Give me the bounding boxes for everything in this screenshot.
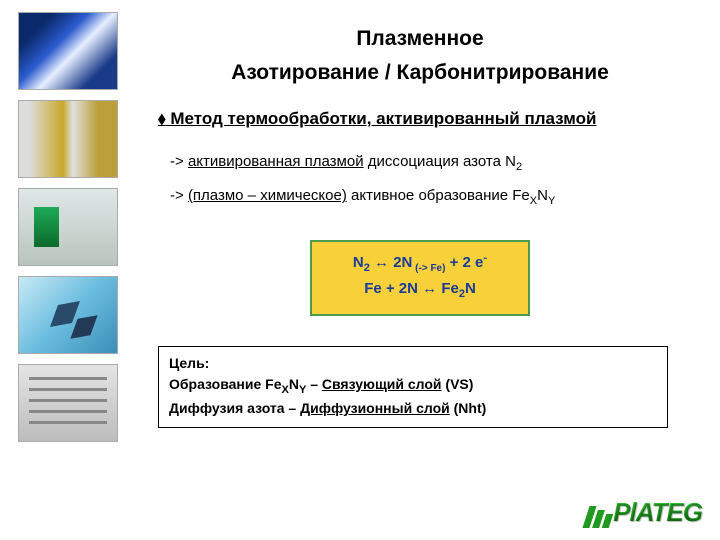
f2-b: N [465,280,476,297]
bullet1-sub: 2 [516,161,522,173]
thumb-cutting-tools [18,100,118,178]
g1-c: (VS) [442,376,474,392]
g1-u: Связующий слой [322,376,442,392]
bullet2-rest: активное образование Fe [347,187,530,204]
logo-bars-icon [586,506,611,528]
method-heading-text: Метод термообработки, активированный пла… [166,109,597,128]
bullet-list: -> активированная плазмой диссоциация аз… [170,145,708,213]
g1-b: – [306,376,322,392]
bullet-2: -> (плазмо – химическое) активное образо… [170,179,708,213]
slide-title: Плазменное Азотирование / Карбонитрирова… [132,22,708,89]
bullet1-underlined: активированная плазмой [188,153,364,170]
bullet2-arrow: -> [170,187,184,204]
f1-sup: - [483,252,487,264]
bullet2-suby: Y [548,195,555,207]
g2-b: (Nht) [450,400,487,416]
bullet1-rest: диссоциация азота N [364,153,516,170]
goal-box: Цель: Образование FeXNY – Связующий слой… [158,346,668,428]
main-content: Плазменное Азотирование / Карбонитрирова… [132,0,708,540]
logo-text: PlATEG [613,497,702,528]
thumbnail-sidebar [18,12,118,442]
formula-line2: Fe + 2N ↔ Fe2N [324,277,516,304]
g2-u: Диффузионный слой [300,400,450,416]
goal-line2: Диффузия азота – Диффузионный слой (Nht) [169,398,657,419]
plateg-logo: PlATEG [586,497,702,528]
goal-line1: Образование FeXNY – Связующий слой (VS) [169,374,657,398]
thumb-plasma-gears [18,12,118,90]
f1-b: ↔ 2N [370,254,413,271]
title-line2: Азотирование / Карбонитрирование [132,56,708,90]
g1-a: Образование Fe [169,376,282,392]
goal-label: Цель: [169,353,657,374]
title-line1: Плазменное [132,22,708,56]
bullet-1: -> активированная плазмой диссоциация аз… [170,145,708,179]
g1-n: N [289,376,299,392]
bullet1-arrow: -> [170,153,184,170]
method-heading: ⬧ Метод термообработки, активированный п… [158,109,708,129]
thumb-chips [18,276,118,354]
f1-a: N [353,254,364,271]
g2-a: Диффузия азота – [169,400,300,416]
g1-subx: X [282,384,289,396]
thumb-racks [18,364,118,442]
f2-a: Fe + 2N ↔ Fe [364,280,459,297]
bullet2-underlined: (плазмо – химическое) [188,187,347,204]
formula-line1: N2 ↔ 2N (-> Fe) + 2 e- [324,250,516,278]
f1-c: + 2 e [445,254,483,271]
bullet2-n: N [537,187,548,204]
thumb-equipment [18,188,118,266]
formula-box: N2 ↔ 2N (-> Fe) + 2 e- Fe + 2N ↔ Fe2N [310,240,530,316]
f1-tiny: (-> Fe) [412,263,445,274]
bullet2-subx: X [530,195,537,207]
